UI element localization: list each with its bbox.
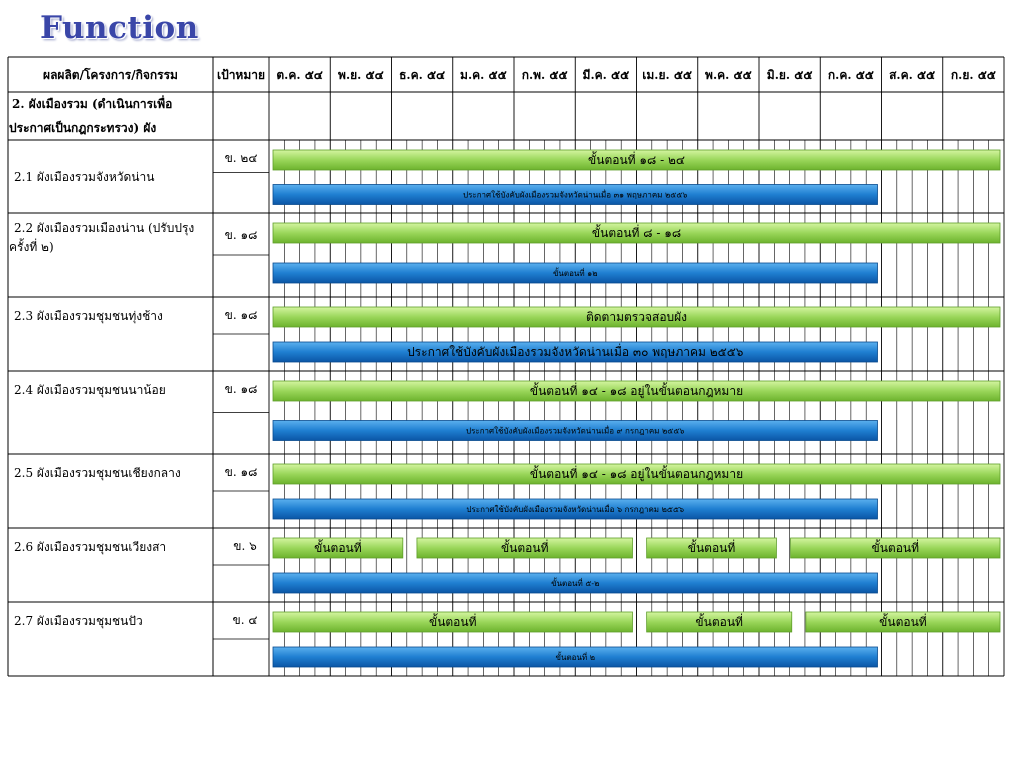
gantt-bar-label: ขั้นตอนที่ xyxy=(688,539,736,555)
gantt-bar-label: ประกาศใช้บังคับผังเมืองรวมจังหวัดน่านเมื… xyxy=(463,189,687,200)
activity-name: ครั้งที่ ๒) xyxy=(9,238,54,254)
activity-name: 2.7 ผังเมืองรวมชุมชนปัว xyxy=(14,614,143,629)
gantt-bar-green xyxy=(646,537,777,559)
gantt-bar-label: ขั้นตอนที่ xyxy=(314,539,362,555)
activity-name: 2.1 ผังเมืองรวมจังหวัดน่าน xyxy=(14,170,154,184)
gantt-bar-label: ขั้นตอนที่ ๑๘ - ๒๔ xyxy=(588,151,685,167)
gantt-bar-green xyxy=(272,306,1001,328)
target-value: ข. ๑๘ xyxy=(225,465,258,479)
gantt-bar-label: ขั้นตอนที่ ๘ - ๑๘ xyxy=(592,224,681,240)
gantt-bar-blue xyxy=(272,184,878,205)
gantt-bar-label: ขั้นตอนที่ ๑๔ - ๑๘ อยู่ในขั้นตอนกฎหมาย xyxy=(530,382,743,399)
header-month: ต.ค. ๕๔ xyxy=(276,68,323,82)
gantt-bar-label: ขั้นตอนที่ ๒ xyxy=(556,651,596,662)
gantt-bar-label: ติดตามตรวจสอบผัง xyxy=(586,310,687,324)
gantt-bar-blue xyxy=(272,646,878,668)
activity-name: 2.6 ผังเมืองรวมชุมชนเวียงสา xyxy=(14,540,166,555)
gantt-bar-green xyxy=(272,463,1001,485)
gantt-bar-green xyxy=(646,611,793,633)
gantt-bar-green xyxy=(272,149,1001,171)
gantt-bar-label: ขั้นตอนที่ ๑๒ xyxy=(553,267,598,278)
header-month: ก.ย. ๕๕ xyxy=(951,68,996,82)
gantt-bar-green xyxy=(272,611,633,633)
gantt-bar-label: ประกาศใช้บังคับผังเมืองรวมจังหวัดน่านเมื… xyxy=(407,343,743,359)
gantt-bar-green xyxy=(805,611,1001,633)
activity-name: 2.3 ผังเมืองรวมชุมชนทุ่งช้าง xyxy=(14,309,163,324)
activity-name: 2.5 ผังเมืองรวมชุมชนเชียงกลาง xyxy=(14,466,181,481)
gantt-bar-blue xyxy=(272,262,878,284)
gantt-bar-green xyxy=(272,380,1001,402)
gantt-bar-blue xyxy=(272,498,878,520)
header-target: เป้าหมาย xyxy=(217,68,265,82)
target-value: ข. ๔ xyxy=(233,613,258,627)
header-month: ก.ค. ๕๕ xyxy=(828,68,874,82)
header-month: มิ.ย. ๕๕ xyxy=(767,68,813,82)
page-title: Function xyxy=(40,10,199,46)
header-activity: ผลผลิต/โครงการ/กิจกรรม xyxy=(43,67,178,82)
target-value: ข. ๑๘ xyxy=(225,228,258,242)
header-month: เม.ย. ๕๕ xyxy=(642,68,692,82)
gantt-bar-label: ขั้นตอนที่ xyxy=(872,539,920,555)
gantt-bar-label: ขั้นตอนที่ xyxy=(429,613,477,629)
activity-name: 2.4 ผังเมืองรวมชุมชนนาน้อย xyxy=(14,383,166,398)
header-month: ก.พ. ๕๕ xyxy=(522,68,568,82)
header-month: ส.ค. ๕๕ xyxy=(889,68,935,82)
gantt-bar-green xyxy=(416,537,633,559)
target-value: ข. ๑๘ xyxy=(225,382,258,396)
activity-name: 2.2 ผังเมืองรวมเมืองน่าน (ปรับปรุง xyxy=(14,221,194,236)
header-month: พ.ค. ๕๕ xyxy=(705,68,752,82)
gantt-bar-label: ขั้นตอนที่ ๑๔ - ๑๘ อยู่ในขั้นตอนกฎหมาย xyxy=(530,465,743,482)
gantt-bar-green xyxy=(790,537,1001,559)
section-title-line2: ประกาศเป็นกฎกระทรวง) ผัง xyxy=(9,120,156,135)
header-month: พ.ย. ๕๔ xyxy=(338,68,384,82)
gantt-bar-blue xyxy=(272,420,878,441)
gantt-bar-blue xyxy=(272,572,878,594)
gantt-bar-label: ขั้นตอนที่ xyxy=(695,613,743,629)
gantt-bar-green xyxy=(272,222,1001,244)
target-value: ข. ๒๔ xyxy=(225,151,258,165)
gantt-bar-label: ขั้นตอนที่ xyxy=(879,613,927,629)
header-month: ธ.ค. ๕๔ xyxy=(399,68,445,82)
target-value: ข. ๑๘ xyxy=(225,308,258,322)
section-title-line1: 2. ผังเมืองรวม (ดำเนินการเพื่อ xyxy=(12,95,172,111)
header-month: ม.ค. ๕๕ xyxy=(460,68,507,82)
header-month: มี.ค. ๕๕ xyxy=(583,68,630,82)
gantt-bar-green xyxy=(272,537,404,559)
gantt-bar-label: ประกาศใช้บังคับผังเมืองรวมจังหวัดน่านเมื… xyxy=(466,503,684,514)
gantt-bar-blue xyxy=(272,341,878,363)
target-value: ข. ๖ xyxy=(233,539,256,553)
gantt-bar-label: ประกาศใช้บังคับผังเมืองรวมจังหวัดน่านเมื… xyxy=(466,425,684,436)
gantt-bar-label: ขั้นตอนที่ ๕-๒ xyxy=(551,577,599,588)
gantt-bar-label: ขั้นตอนที่ xyxy=(501,539,549,555)
